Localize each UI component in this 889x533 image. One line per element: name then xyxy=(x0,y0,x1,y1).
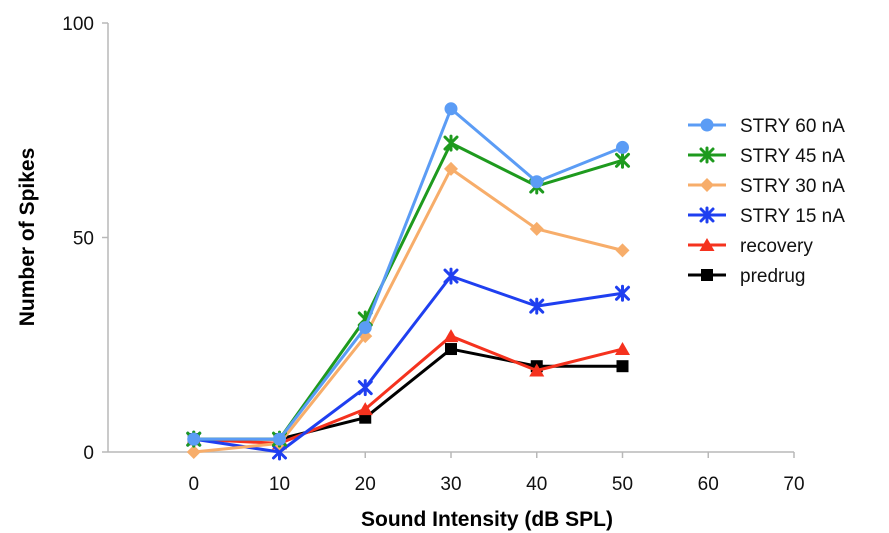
x-axis-title: Sound Intensity (dB SPL) xyxy=(361,508,613,531)
legend-label: STRY 60 nA xyxy=(740,116,845,137)
data-point xyxy=(529,363,545,377)
data-point xyxy=(529,221,544,236)
x-tick-label: 0 xyxy=(188,474,199,495)
x-tick-label: 20 xyxy=(355,474,376,495)
data-point xyxy=(187,432,201,446)
series-line xyxy=(193,107,624,441)
data-point xyxy=(357,379,373,397)
data-point xyxy=(615,243,630,258)
legend-item: STRY 45 nA xyxy=(688,146,845,167)
series-stry-15-na xyxy=(186,267,630,461)
y-axis-title: Number of Spikes xyxy=(16,148,39,327)
data-point xyxy=(273,432,286,446)
data-point xyxy=(186,445,201,459)
data-point xyxy=(445,343,457,356)
data-point xyxy=(444,161,458,176)
data-point xyxy=(443,329,459,343)
series-stry-60-na xyxy=(187,102,629,446)
data-point xyxy=(615,342,630,356)
series-stry-45-na xyxy=(186,134,630,448)
data-point xyxy=(616,140,629,154)
legend-item: recovery xyxy=(688,236,813,257)
data-point xyxy=(443,134,459,152)
series-line xyxy=(193,141,623,441)
legend-marker xyxy=(700,178,714,192)
series-stry-30-na xyxy=(186,161,630,459)
series-line xyxy=(193,167,623,454)
x-tick-label: 50 xyxy=(612,474,633,495)
series-predrug xyxy=(187,343,629,446)
x-tick-label: 10 xyxy=(269,474,290,495)
series-line xyxy=(193,274,623,454)
legend-marker xyxy=(699,206,715,224)
series-line xyxy=(193,347,623,441)
data-point xyxy=(530,175,544,189)
data-point xyxy=(615,284,630,302)
legend-marker xyxy=(700,118,714,132)
y-tick-label: 100 xyxy=(62,14,94,35)
y-tick-label: 50 xyxy=(73,229,94,250)
legend-marker xyxy=(701,269,713,281)
y-tick-label: 0 xyxy=(83,443,94,464)
legend-label: STRY 30 nA xyxy=(740,176,845,197)
legend-label: STRY 15 nA xyxy=(740,206,845,227)
legend-label: predrug xyxy=(740,266,806,287)
data-point xyxy=(443,267,459,285)
series-recovery xyxy=(186,329,630,450)
x-tick-label: 40 xyxy=(526,474,547,495)
x-tick-label: 70 xyxy=(783,474,804,495)
legend-item: predrug xyxy=(688,266,806,287)
legend-label: recovery xyxy=(740,236,813,257)
data-point xyxy=(616,360,629,373)
legend-marker xyxy=(699,146,715,164)
legend-marker xyxy=(699,238,715,251)
legend-label: STRY 45 nA xyxy=(740,146,845,167)
series-line xyxy=(193,334,623,445)
legend-item: STRY 30 nA xyxy=(688,176,845,197)
legend-item: STRY 60 nA xyxy=(688,116,845,137)
data-point xyxy=(615,151,630,169)
x-tick-label: 30 xyxy=(440,474,461,495)
data-point xyxy=(444,102,458,116)
data-point xyxy=(529,297,545,315)
x-tick-label: 60 xyxy=(698,474,719,495)
data-point xyxy=(358,321,372,335)
legend-item: STRY 15 nA xyxy=(688,206,845,227)
data-point xyxy=(357,402,373,416)
